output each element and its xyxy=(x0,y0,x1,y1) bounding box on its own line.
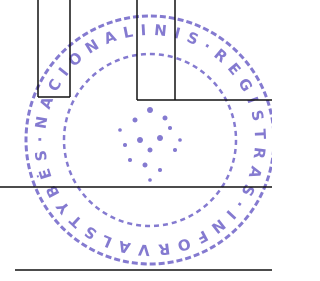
stamp-ring-text: V A L S T Y B Ė S · N A C I O N A L I N … xyxy=(0,0,269,259)
stamp-inner-ring xyxy=(64,54,236,226)
scan: V A L S T Y B Ė S · N A C I O N A L I N … xyxy=(0,0,272,281)
stamp-emblem xyxy=(118,107,182,182)
stamp-ring-text-path: V A L S T Y B Ė S · N A C I O N A L I N … xyxy=(0,0,269,259)
stamp: V A L S T Y B Ė S · N A C I O N A L I N … xyxy=(0,0,272,264)
